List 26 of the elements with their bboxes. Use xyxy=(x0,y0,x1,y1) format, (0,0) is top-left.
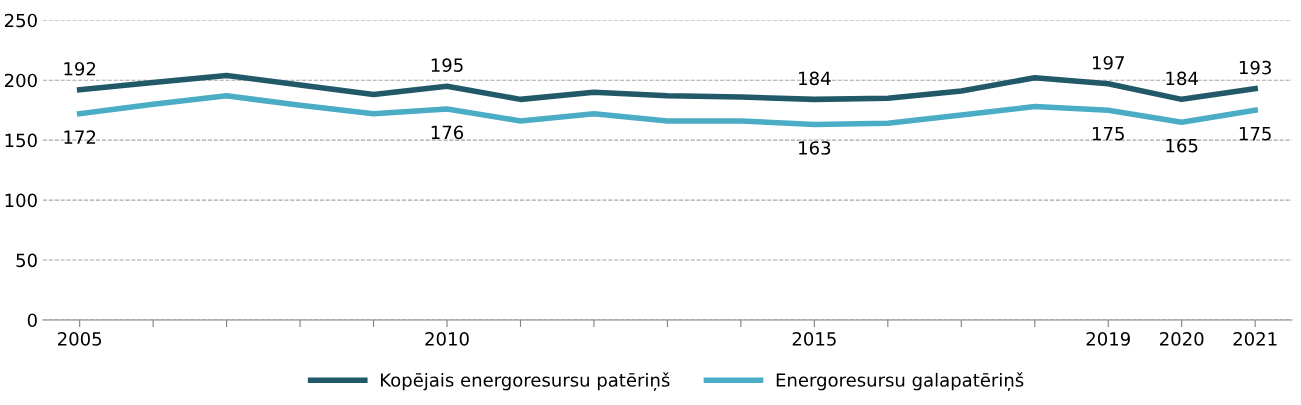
data-label: 192 xyxy=(64,61,96,76)
data-label: 195 xyxy=(431,58,463,72)
legend-label: Energoresursu galapatēriņš xyxy=(776,372,1024,391)
x-tick-label: 2021 xyxy=(1233,332,1277,346)
y-tick-label: 50 xyxy=(16,253,37,268)
data-label: 175 xyxy=(1239,126,1271,141)
y-tick-label: 100 xyxy=(5,193,37,208)
x-tick-label: 2005 xyxy=(58,332,102,346)
y-tick-label: 150 xyxy=(5,133,37,148)
y-tick-label: 0 xyxy=(27,313,37,328)
x-tick-label: 2015 xyxy=(792,332,836,346)
x-tick-label: 2020 xyxy=(1160,332,1204,346)
data-label: 184 xyxy=(799,71,831,86)
y-tick-label: 200 xyxy=(4,73,37,88)
data-label: 197 xyxy=(1092,55,1124,70)
data-label: 175 xyxy=(1092,126,1124,141)
data-label: 163 xyxy=(799,141,831,155)
data-label: 165 xyxy=(1166,138,1198,153)
x-tick-label: 2019 xyxy=(1086,332,1130,346)
data-label: 184 xyxy=(1166,71,1198,86)
y-tick-label: 250 xyxy=(4,13,37,28)
data-label: 193 xyxy=(1239,60,1271,75)
data-label: 172 xyxy=(64,130,96,144)
legend-label: Kopējais energoresursu patēriņš xyxy=(381,372,670,391)
data-label: 176 xyxy=(431,125,464,140)
x-tick-label: 2010 xyxy=(425,332,469,346)
